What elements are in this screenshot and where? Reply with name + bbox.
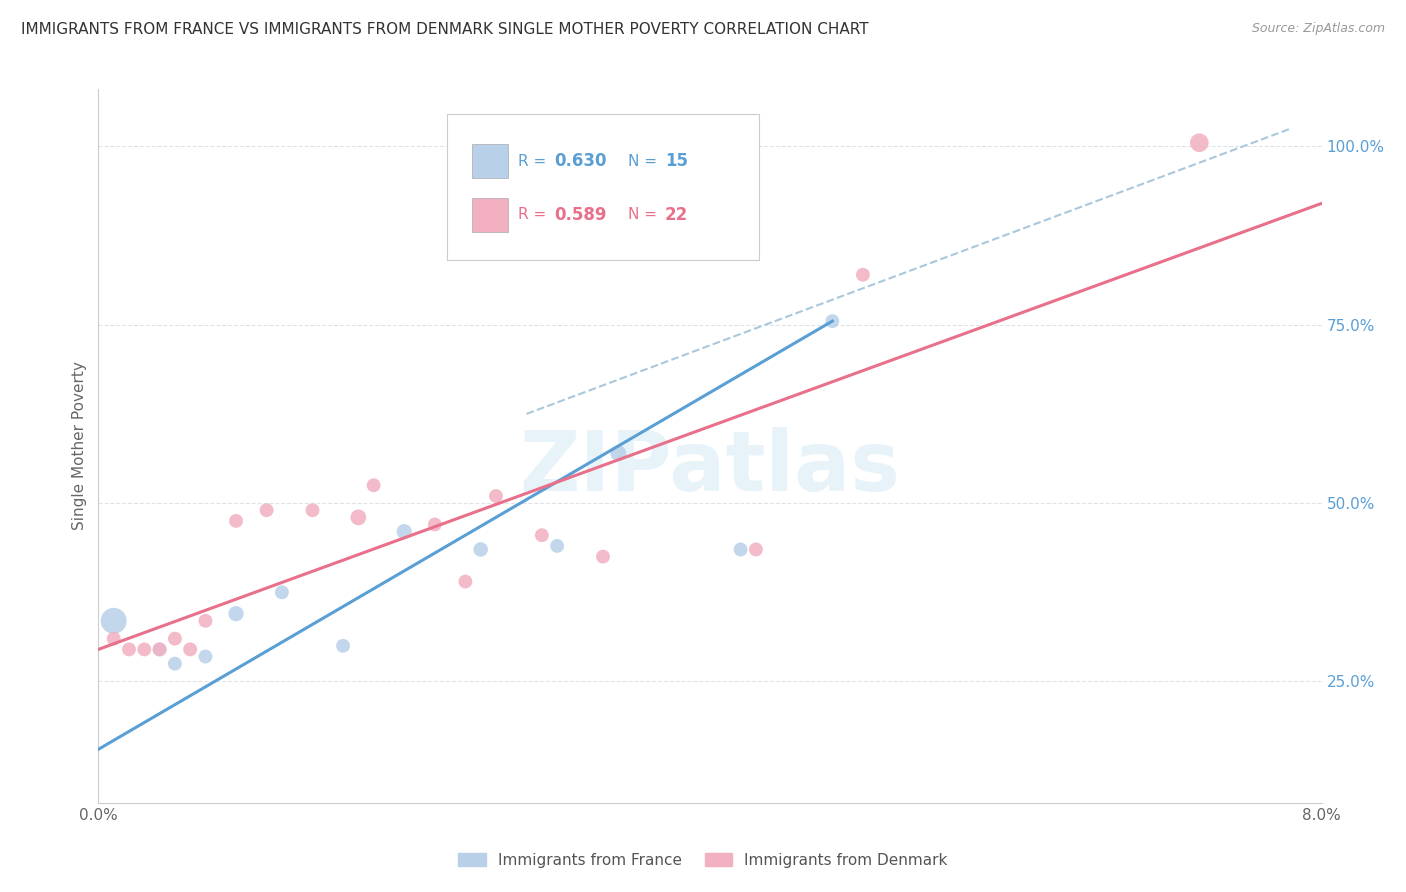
Bar: [471, 198, 508, 232]
Text: 0.630: 0.630: [555, 153, 607, 170]
Point: [194, 614, 217, 628]
Point: [454, 574, 477, 589]
Text: N =: N =: [628, 153, 662, 169]
Point: [118, 642, 141, 657]
Point: [821, 314, 844, 328]
Point: [103, 614, 125, 628]
Point: [103, 632, 125, 646]
Y-axis label: Single Mother Poverty: Single Mother Poverty: [72, 361, 87, 531]
Point: [363, 478, 385, 492]
Point: [225, 607, 247, 621]
Point: [592, 549, 614, 564]
Point: [392, 524, 416, 539]
Point: [1188, 136, 1211, 150]
Point: [607, 446, 630, 460]
Point: [194, 649, 217, 664]
Point: [470, 542, 492, 557]
Point: [546, 539, 568, 553]
Text: 0.589: 0.589: [555, 206, 607, 224]
Point: [485, 489, 508, 503]
Text: Source: ZipAtlas.com: Source: ZipAtlas.com: [1251, 22, 1385, 36]
Point: [256, 503, 278, 517]
Text: IMMIGRANTS FROM FRANCE VS IMMIGRANTS FROM DENMARK SINGLE MOTHER POVERTY CORRELAT: IMMIGRANTS FROM FRANCE VS IMMIGRANTS FRO…: [21, 22, 869, 37]
Point: [149, 642, 172, 657]
Text: 22: 22: [665, 206, 688, 224]
FancyBboxPatch shape: [447, 114, 759, 260]
Point: [149, 642, 172, 657]
Point: [852, 268, 875, 282]
Point: [423, 517, 446, 532]
Point: [179, 642, 201, 657]
Bar: [471, 145, 508, 178]
Point: [745, 542, 768, 557]
Legend: Immigrants from France, Immigrants from Denmark: Immigrants from France, Immigrants from …: [450, 845, 956, 875]
Point: [163, 632, 186, 646]
Point: [134, 642, 156, 657]
Point: [347, 510, 370, 524]
Text: ZIPatlas: ZIPatlas: [520, 427, 900, 508]
Text: 15: 15: [665, 153, 688, 170]
Text: N =: N =: [628, 207, 662, 222]
Point: [163, 657, 186, 671]
Point: [301, 503, 323, 517]
Text: R =: R =: [517, 153, 551, 169]
Point: [270, 585, 294, 599]
Text: R =: R =: [517, 207, 551, 222]
Point: [730, 542, 752, 557]
Point: [332, 639, 354, 653]
Point: [530, 528, 553, 542]
Point: [225, 514, 247, 528]
